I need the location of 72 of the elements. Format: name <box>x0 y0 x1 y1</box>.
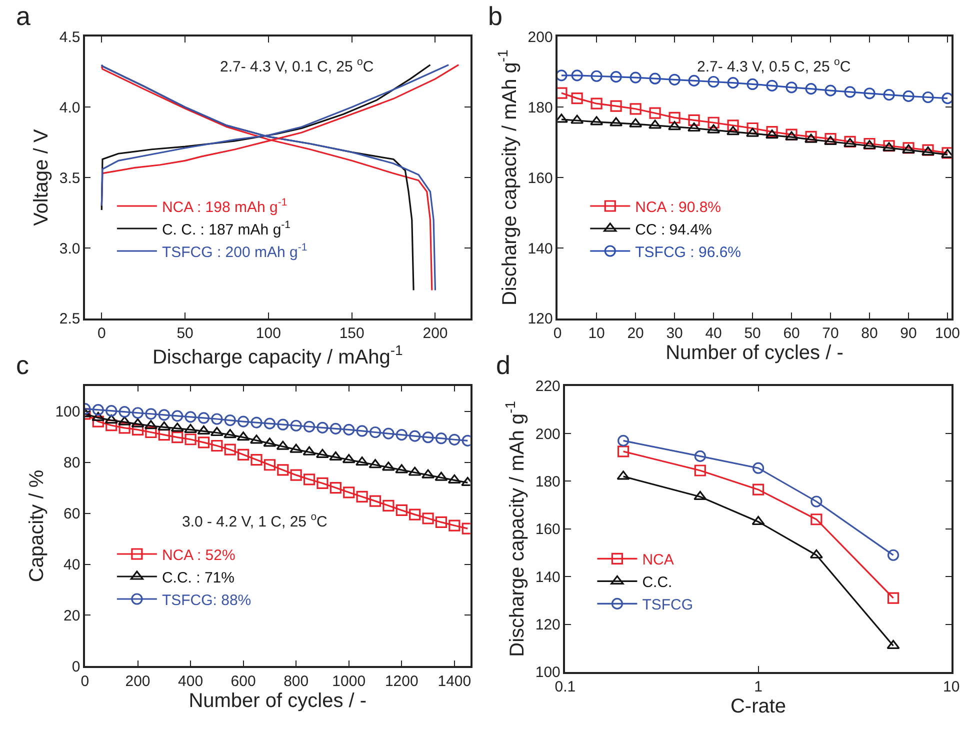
y-tick-label: 4.0 <box>59 99 80 116</box>
legend-label: NCA <box>642 552 674 569</box>
x-tick-label: 400 <box>178 672 204 690</box>
legend-label: NCA : 90.8% <box>635 198 722 216</box>
x-tick-label: 70 <box>822 325 839 342</box>
y-tick-label: 0 <box>72 658 80 676</box>
y-tick-label: 100 <box>55 404 80 421</box>
x-tick-label: 60 <box>783 325 800 342</box>
x-tick-label: 600 <box>230 672 256 690</box>
x-tick-label: 150 <box>339 325 364 342</box>
y-tick-label: 40 <box>64 556 80 574</box>
x-axis-title: Number of cycles / - <box>188 690 367 712</box>
x-tick-label: 10 <box>588 325 605 342</box>
legend-label: NCA : 52% <box>162 546 236 564</box>
chart-title: c <box>16 350 29 380</box>
x-tick-label: 100 <box>256 325 281 342</box>
y-tick-label: 180 <box>535 473 560 490</box>
x-tick-label: 50 <box>176 325 194 342</box>
y-tick-label: 3.5 <box>59 170 80 187</box>
x-tick-label: 80 <box>861 325 878 342</box>
y-tick-label: 3.0 <box>59 240 80 258</box>
x-tick-label: 1000 <box>332 672 366 690</box>
x-axis-title: Discharge capacity / mAhg$^{-1}$ <box>152 342 403 369</box>
y-tick-label: 120 <box>528 310 553 328</box>
x-tick-label: 90 <box>900 325 917 342</box>
x-tick-label: 50 <box>744 325 761 342</box>
x-tick-label: 800 <box>284 672 309 690</box>
y-tick-label: 140 <box>528 240 553 258</box>
legend-label: NCA : 198 mAh g$^{-1}$ <box>162 196 288 216</box>
x-axis-title: C-rate <box>730 696 786 718</box>
y-tick-label: 4.5 <box>59 28 80 46</box>
legend-label: C. C. : 187 mAh g$^{-1}$ <box>162 219 291 238</box>
y-tick-label: 220 <box>535 378 560 396</box>
chart-title: d <box>496 350 510 380</box>
legend-label: CC : 94.4% <box>635 221 712 238</box>
x-axis-title: Number of cycles / - <box>666 342 844 364</box>
x-tick-label: 0 <box>97 325 106 342</box>
y-tick-label: 180 <box>528 99 553 116</box>
annotation: 2.7- 4.3 V, 0.1 C, 25 $^{o}$C <box>220 56 374 76</box>
legend-label: TSFCG <box>642 596 694 614</box>
x-tick-label: 1200 <box>384 672 418 690</box>
annotation: 2.7- 4.3 V, 0.5 C, 25 $^{o}$C <box>697 56 851 76</box>
annotation: 3.0 - 4.2 V, 1 C, 25 $^{o}$C <box>182 511 328 530</box>
y-axis-title: Capacity / % <box>26 470 48 582</box>
y-tick-label: 200 <box>535 426 560 443</box>
y-tick-label: 2.5 <box>59 310 80 328</box>
x-tick-label: 40 <box>705 325 722 342</box>
x-tick-label: 10 <box>943 678 960 696</box>
y-tick-label: 60 <box>64 506 80 523</box>
y-tick-label: 120 <box>535 616 560 634</box>
x-tick-label: 100 <box>934 325 960 342</box>
y-tick-label: 160 <box>535 521 560 538</box>
x-tick-label: 0.1 <box>554 678 576 696</box>
chart-title: b <box>488 1 502 31</box>
y-axis-title: Voltage / V <box>30 128 52 226</box>
x-tick-label: 20 <box>627 325 644 342</box>
chart-title: a <box>16 1 31 31</box>
y-tick-label: 200 <box>528 28 553 46</box>
x-tick-label: 1400 <box>438 672 472 690</box>
x-tick-label: 30 <box>666 325 683 342</box>
legend-label: TSFCG : 200 mAh g$^{-1}$ <box>162 242 308 261</box>
legend-label: C.C. <box>642 574 672 592</box>
legend-label: TSFCG: 88% <box>162 592 252 609</box>
x-tick-label: 200 <box>422 325 448 342</box>
x-tick-label: 1 <box>754 678 762 696</box>
legend-label: C.C. : 71% <box>162 569 234 586</box>
y-tick-label: 20 <box>64 607 80 624</box>
legend-label: TSFCG : 96.6% <box>635 244 742 261</box>
x-tick-label: 200 <box>125 672 150 690</box>
y-tick-label: 160 <box>528 170 553 187</box>
y-tick-label: 140 <box>535 568 560 586</box>
y-tick-label: 80 <box>64 454 80 472</box>
